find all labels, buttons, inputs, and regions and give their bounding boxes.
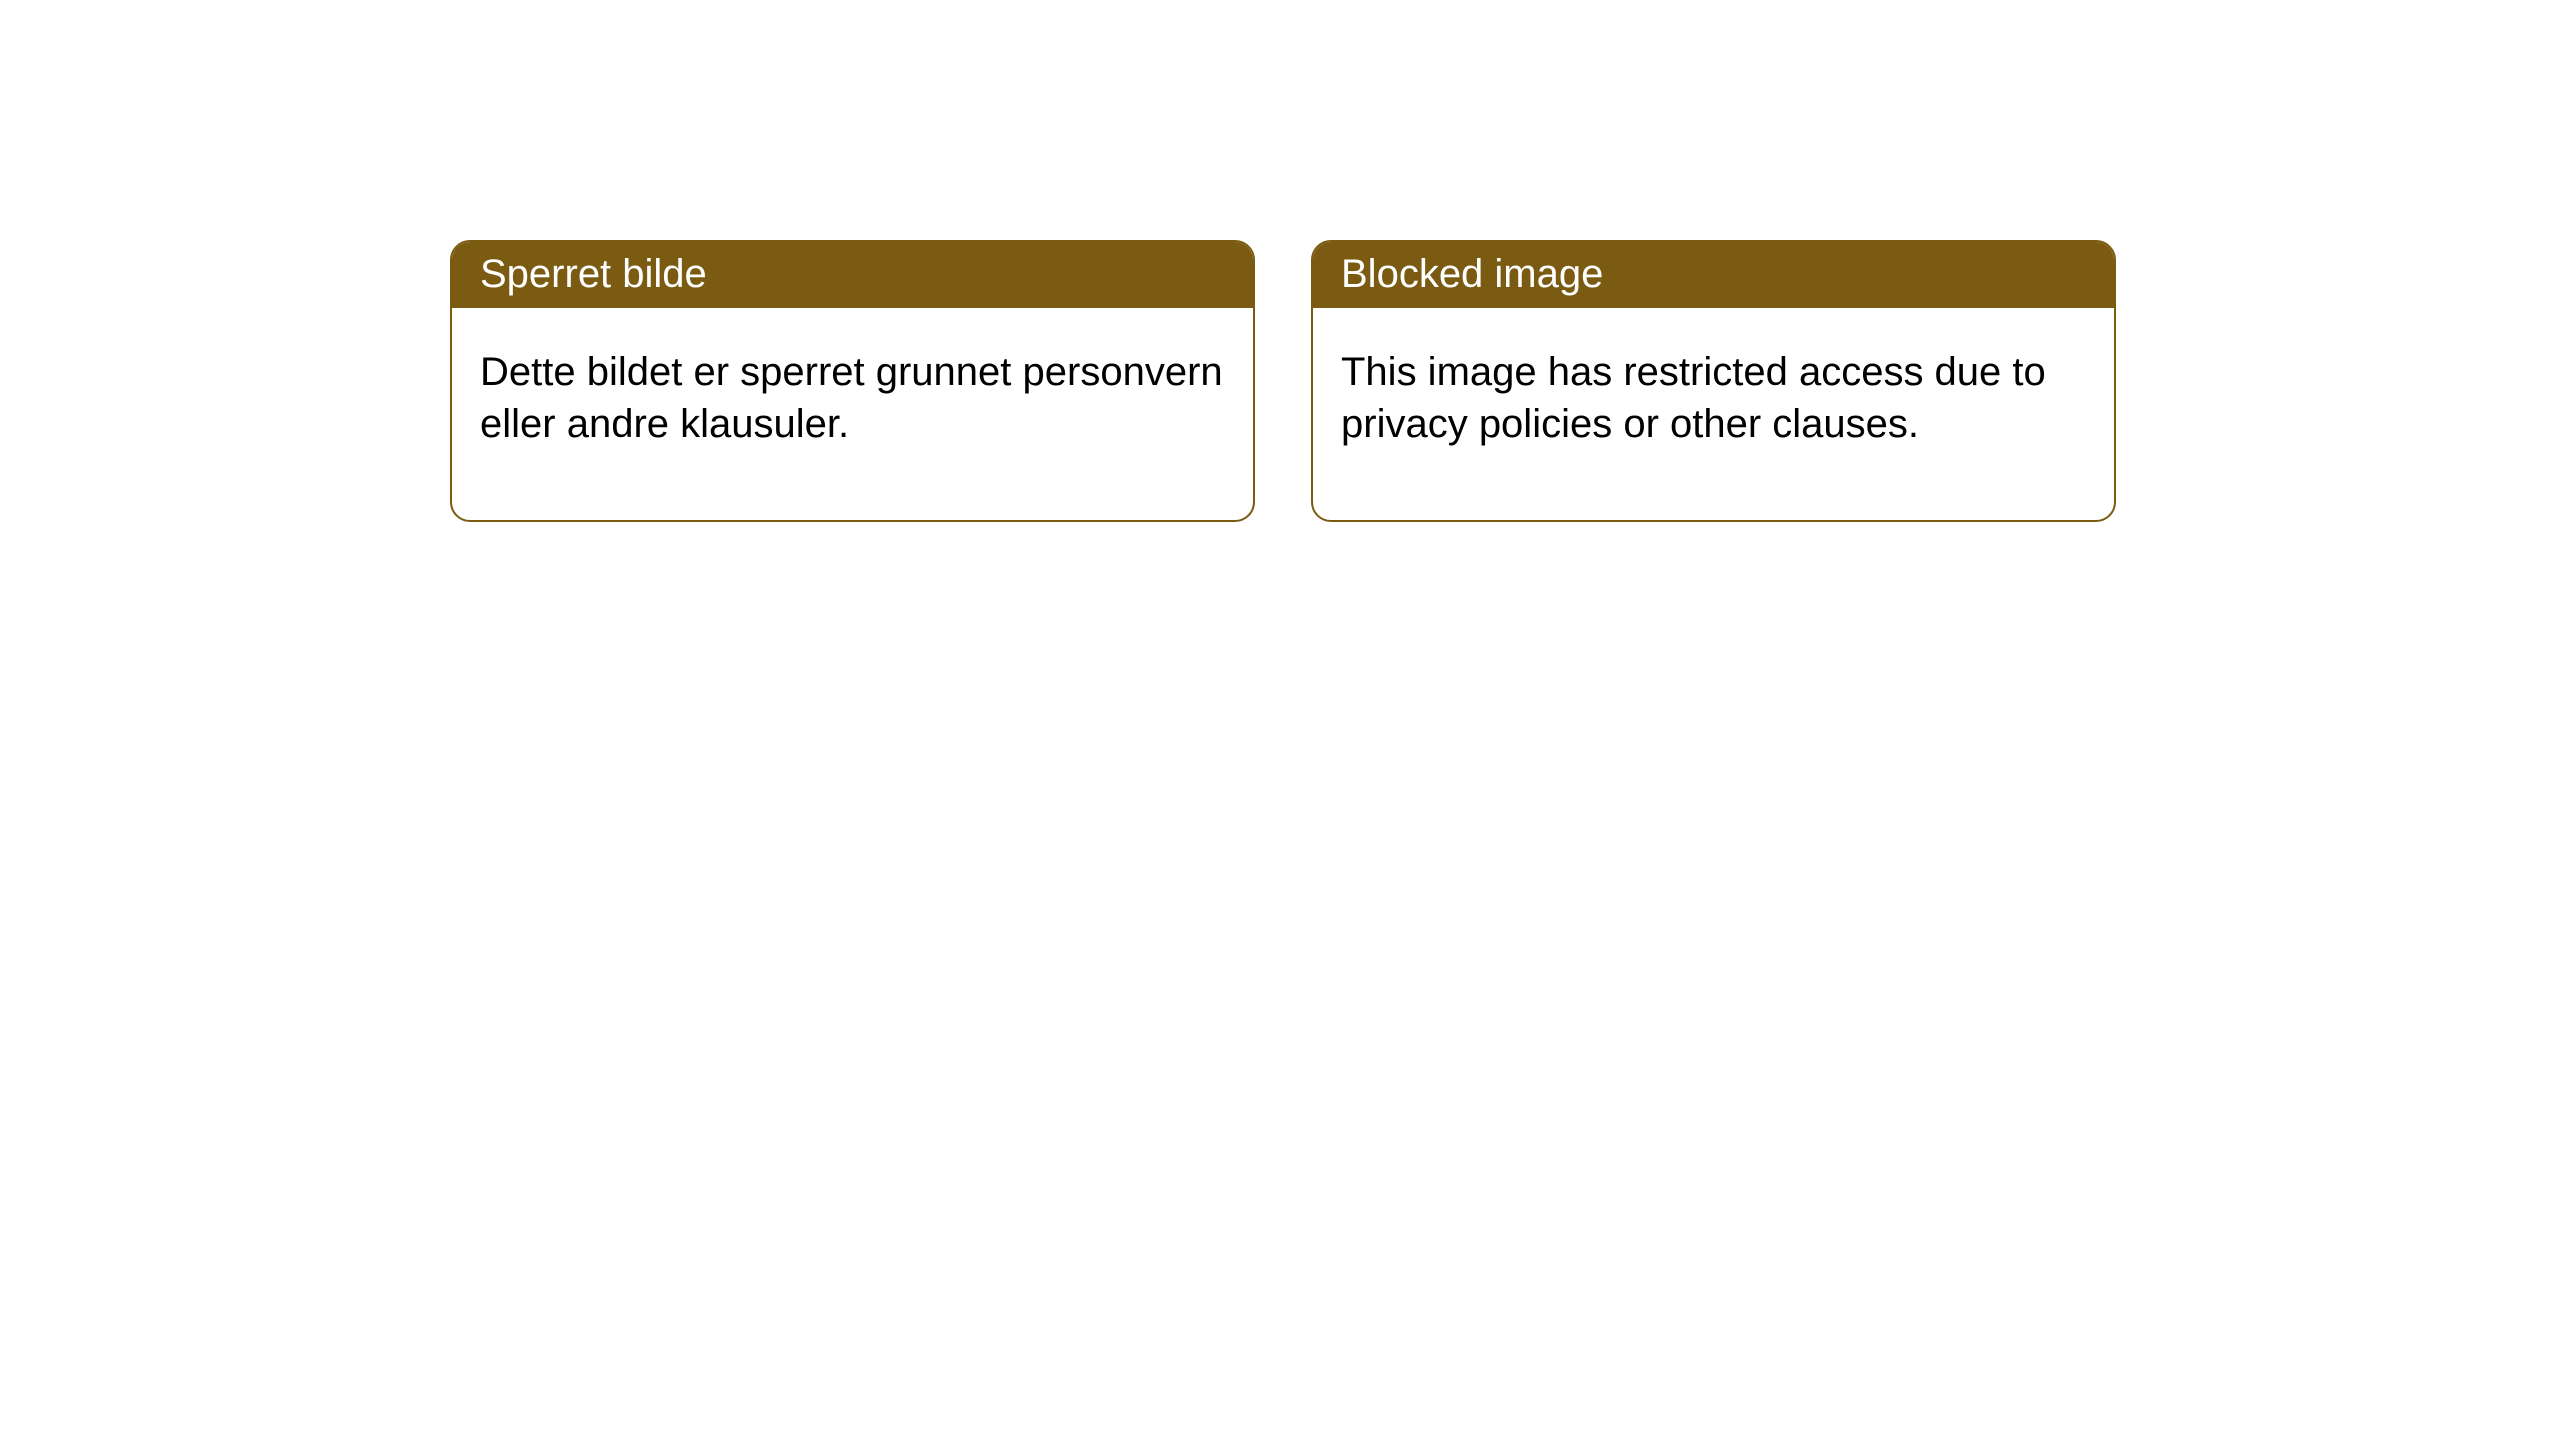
- notice-card-norwegian: Sperret bilde Dette bildet er sperret gr…: [450, 240, 1255, 522]
- notice-card-english: Blocked image This image has restricted …: [1311, 240, 2116, 522]
- notice-header: Blocked image: [1313, 242, 2114, 308]
- notice-header: Sperret bilde: [452, 242, 1253, 308]
- notice-body: This image has restricted access due to …: [1313, 308, 2114, 520]
- notice-body: Dette bildet er sperret grunnet personve…: [452, 308, 1253, 520]
- notice-container: Sperret bilde Dette bildet er sperret gr…: [0, 0, 2560, 522]
